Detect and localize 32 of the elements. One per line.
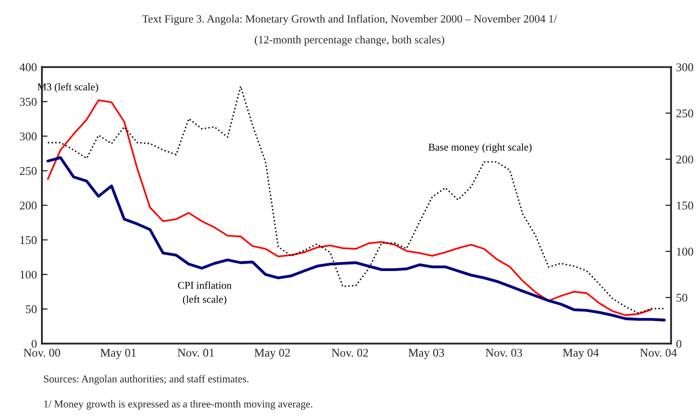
y-tick-label: 300	[20, 132, 37, 140]
y-tick-label: 350	[20, 98, 37, 106]
series-label: Base money (right scale)	[428, 143, 532, 153]
y-tick-label: 250	[20, 166, 37, 175]
y2-tick-label: 250	[676, 109, 694, 118]
x-tick-label: Nov. 03	[486, 348, 522, 357]
y-tick-label: 400	[20, 63, 37, 72]
series-label: CPI inflation (left scale)	[178, 281, 232, 305]
y2-tick-label: 50	[676, 294, 688, 302]
text: 1/ Money growth is expressed as a three-month moving average.	[44, 400, 312, 410]
y2-tick-label: 200	[676, 155, 694, 164]
x-tick-label: Nov. 00	[24, 348, 60, 357]
source-note: Sources: Angolan authorities; and staff estimates.	[44, 375, 248, 385]
x-tick-label: May 02	[254, 348, 290, 360]
y2-tick-label: 150	[676, 202, 694, 210]
x-tick-label: May 01	[100, 348, 136, 360]
x-tick-label: May 03	[408, 348, 444, 360]
chart-title: Text Figure 3. Angola: Monetary Growth and Inflation, November 2000 – November 2004 1/	[142, 14, 557, 25]
y-tick-label: 50	[26, 305, 37, 314]
chart-subtitle: (12-month percentage change, both scales)	[254, 36, 444, 46]
x-tick-label: Nov. 01	[178, 348, 214, 357]
x-tick-label: Nov. 04	[640, 348, 677, 357]
y2-tick-label: 100	[676, 248, 694, 256]
y-tick-label: 150	[20, 236, 37, 244]
y-tick-label: 0	[32, 340, 37, 348]
x-tick-label: Nov. 02	[332, 348, 368, 357]
y2-tick-label: 300	[676, 63, 694, 72]
y-tick-label: 100	[20, 270, 37, 279]
x-tick-label: May 04	[562, 348, 599, 360]
y2-tick-label: 0	[676, 340, 682, 348]
y-tick-label: 200	[20, 202, 37, 210]
line-series	[46, 156, 666, 322]
